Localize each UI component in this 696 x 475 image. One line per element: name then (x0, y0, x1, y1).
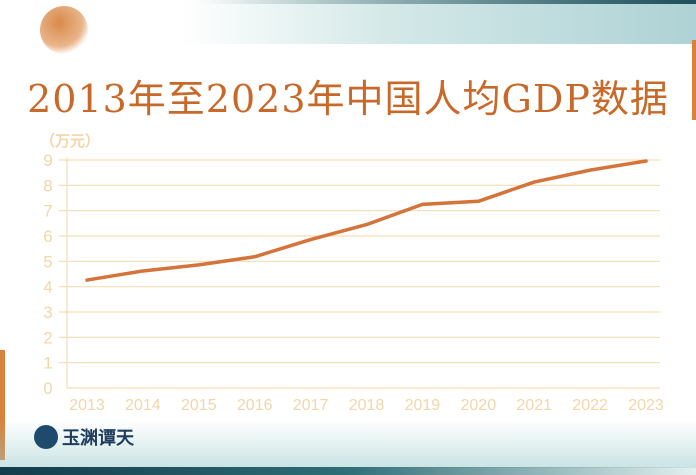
data-point (141, 269, 145, 273)
y-tick-label: 4 (43, 278, 52, 297)
x-tick-label: 2023 (628, 397, 664, 414)
x-tick-label: 2019 (405, 397, 441, 414)
data-point (253, 255, 257, 259)
data-point (420, 202, 424, 206)
decorative-right-bar (692, 40, 696, 120)
y-tick-label: 1 (43, 354, 52, 373)
y-tick-label: 3 (43, 303, 52, 322)
sun-decoration (40, 6, 88, 54)
x-tick-label: 2014 (125, 397, 161, 414)
decorative-top-band (180, 0, 696, 44)
x-tick-label: 2015 (181, 397, 217, 414)
data-point (476, 199, 480, 203)
y-axis-unit: （万元） (40, 132, 101, 150)
data-point (197, 263, 201, 267)
y-tick-label: 7 (43, 202, 52, 221)
x-tick-label: 2022 (572, 397, 608, 414)
data-line (85, 159, 648, 282)
x-tick-label: 2013 (69, 397, 105, 414)
y-tick-label: 6 (43, 227, 52, 246)
x-tick-label: 2016 (237, 397, 273, 414)
logo-text: 玉渊谭天 (62, 428, 134, 449)
decorative-left-bar (0, 350, 5, 460)
decorative-bottom-band (0, 420, 696, 468)
x-tick-label: 2021 (516, 397, 552, 414)
y-tick-label: 9 (43, 151, 52, 170)
y-tick-label: 2 (43, 328, 52, 347)
y-tick-label: 8 (43, 176, 52, 195)
x-tick-label: 2020 (461, 397, 497, 414)
data-point (365, 223, 368, 227)
data-point (85, 278, 89, 282)
decorative-top-line (200, 0, 696, 4)
logo-icon (34, 425, 58, 449)
decorative-bottom-line (0, 467, 696, 475)
x-tick-label: 2017 (293, 397, 329, 414)
y-tick-label: 5 (43, 252, 52, 271)
y-tick-label: 0 (43, 379, 52, 398)
data-point (644, 159, 648, 163)
data-point (309, 238, 313, 242)
data-point (532, 180, 536, 184)
chart-title: 2013年至2023年中国人均GDP数据 (27, 77, 669, 121)
data-point (588, 168, 592, 172)
x-tick-label: 2018 (349, 397, 385, 414)
logo: 玉渊谭天 (34, 424, 134, 450)
